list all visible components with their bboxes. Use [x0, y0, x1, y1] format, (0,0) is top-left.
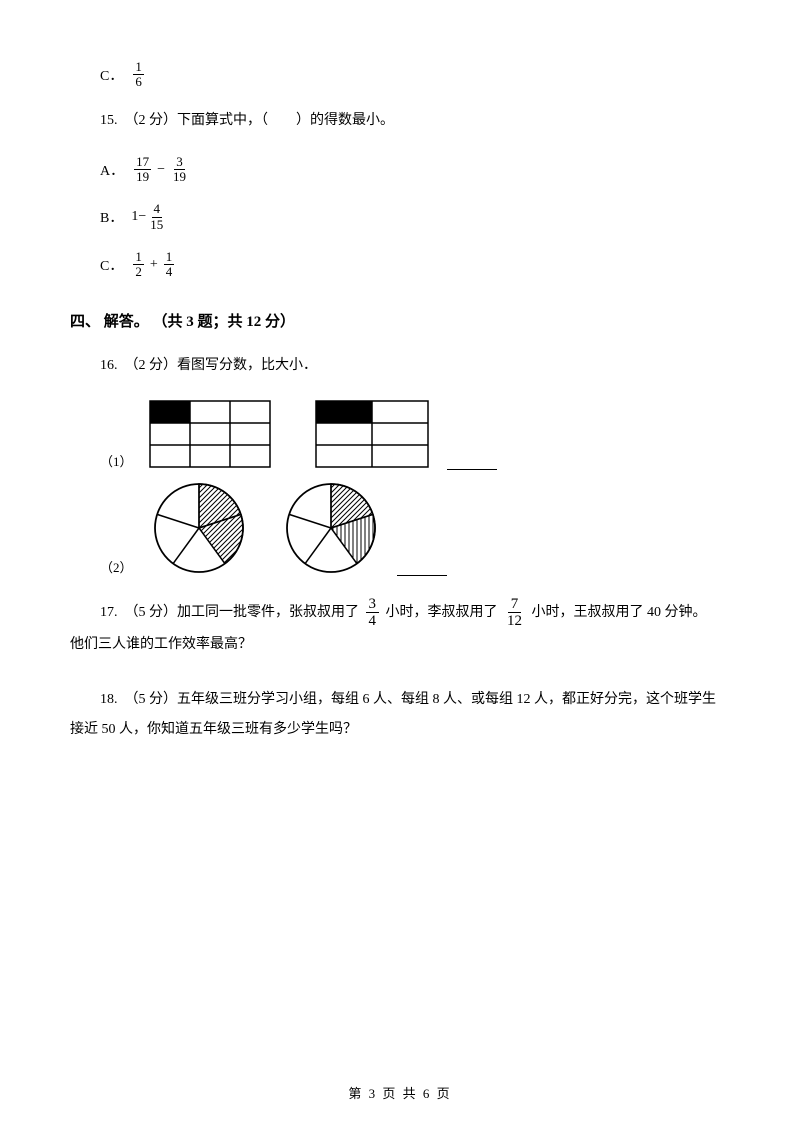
answer-blank[interactable] — [447, 469, 497, 470]
q16-text: 16. （2 分）看图写分数，比大小． — [100, 353, 730, 378]
q17-line2: 他们三人谁的工作效率最高？ — [70, 630, 730, 661]
page-footer: 第 3 页 共 6 页 — [0, 1083, 800, 1102]
q16-sub1: （1） — [100, 400, 730, 470]
option-label: C． — [100, 65, 123, 85]
q16-sub2: （2） — [100, 480, 730, 576]
answer-blank[interactable] — [397, 575, 447, 576]
q15-option-b: B． 1− 4 15 — [100, 202, 730, 232]
option-label: A． — [100, 160, 124, 180]
grid-3x3 — [149, 400, 273, 470]
fraction: 3 4 — [366, 596, 380, 630]
fraction: 3 19 — [171, 155, 188, 185]
fraction: 1 6 — [133, 60, 144, 90]
fraction: 7 12 — [504, 596, 525, 630]
q17: 17. （5 分）加工同一批零件，张叔叔用了 3 4 小时，李叔叔用了 7 12… — [100, 596, 730, 630]
pie-5-slices-2 — [281, 480, 381, 576]
q17-prefix: 17. （5 分）加工同一批零件，张叔叔用了 — [100, 605, 359, 620]
fraction: 1 4 — [164, 250, 175, 280]
option-label: B． — [100, 207, 123, 227]
prefix: 1− — [131, 209, 146, 225]
operator: − — [157, 162, 165, 178]
fraction: 1 2 — [133, 250, 144, 280]
q18-line2: 接近 50 人，你知道五年级三班有多少学生吗？ — [70, 715, 730, 746]
q15-option-a: A． 17 19 − 3 19 — [100, 155, 730, 185]
sub-label: （1） — [100, 451, 133, 470]
fraction: 17 19 — [134, 155, 151, 185]
q15-text: 15. （2 分）下面算式中，（ ）的得数最小。 — [100, 108, 730, 133]
sub-label: （2） — [100, 557, 133, 576]
fraction: 4 15 — [148, 202, 165, 232]
section-4-header: 四、 解答。 （共 3 题；共 12 分） — [70, 310, 730, 331]
q17-mid1: 小时，李叔叔用了 — [386, 605, 502, 620]
q17-mid2: 小时，王叔叔用了 40 分钟。 — [532, 605, 707, 620]
pie-5-slices — [149, 480, 249, 576]
operator: + — [150, 257, 158, 273]
q15-option-c: C． 1 2 + 1 4 — [100, 250, 730, 280]
grid-3x2 — [315, 400, 431, 470]
q14-option-c: C． 1 6 — [100, 60, 730, 90]
option-label: C． — [100, 255, 123, 275]
q18-line1: 18. （5 分）五年级三班分学习小组，每组 6 人、每组 8 人、或每组 12… — [100, 685, 730, 716]
